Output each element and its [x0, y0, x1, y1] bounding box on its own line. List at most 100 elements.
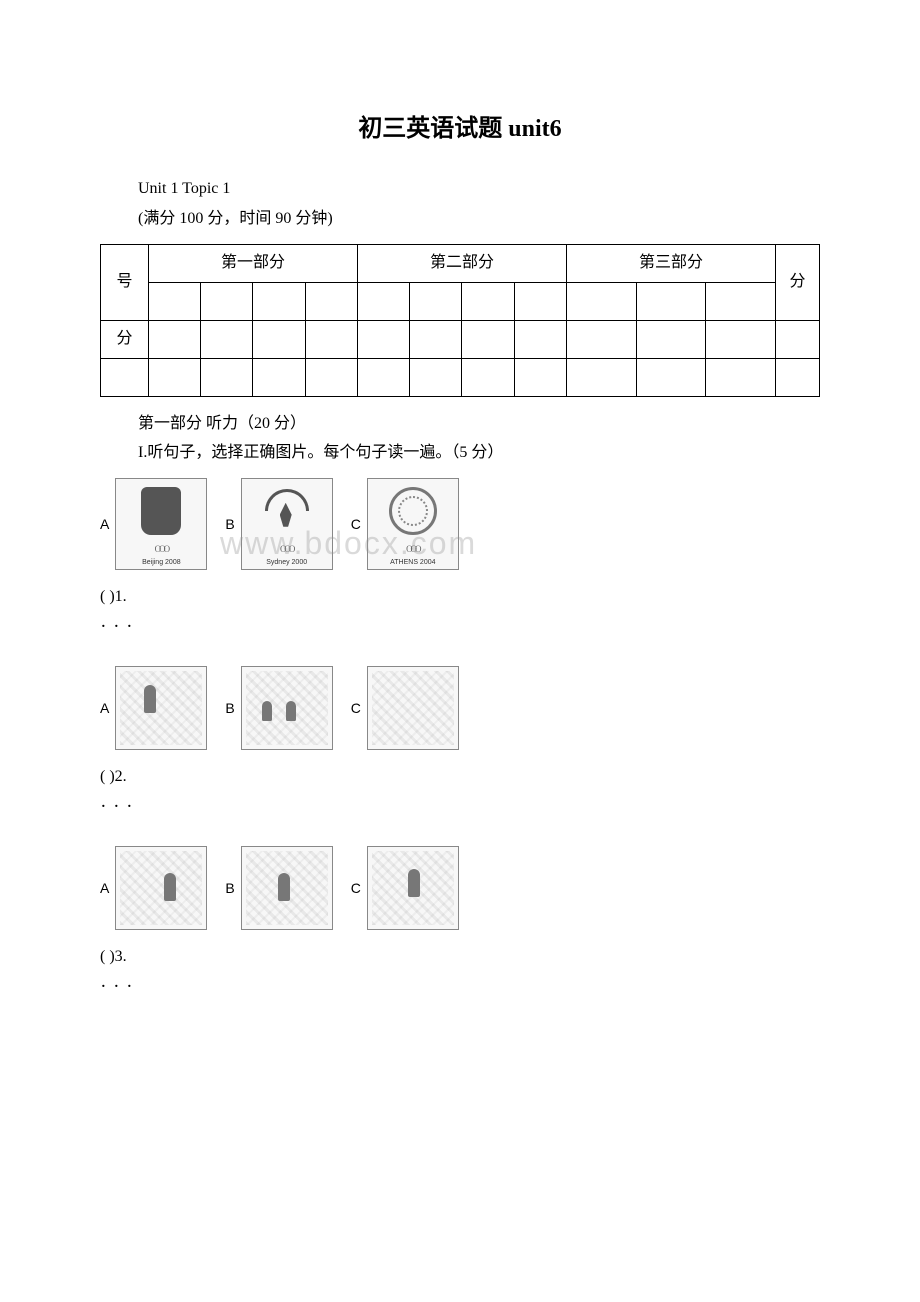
option-label: B	[225, 513, 234, 535]
table-row: 分	[101, 320, 820, 358]
sub-cell	[706, 282, 776, 320]
sydney-logo-icon	[262, 485, 312, 535]
person-figure-icon	[286, 701, 296, 721]
option-label: A	[100, 697, 109, 719]
empty-cell	[305, 358, 357, 396]
empty-cell	[636, 358, 706, 396]
image-option-a: A OOO Beijing 2008	[100, 478, 207, 570]
empty-cell	[201, 358, 253, 396]
activity-image	[241, 846, 333, 930]
olympic-rings-icon: OOO	[406, 542, 420, 556]
image-caption: Sydney 2000	[242, 559, 332, 567]
section-heading: 第一部分 听力（20 分）	[138, 411, 820, 437]
part1-header: 第一部分	[149, 244, 358, 282]
score-cell	[566, 320, 636, 358]
person-figure-icon	[144, 685, 156, 713]
image-option-c: C	[351, 846, 459, 930]
answer-dots: ．．．	[100, 973, 820, 995]
sub-cell	[149, 282, 201, 320]
score-cell	[706, 320, 776, 358]
row-label-cell: 分	[101, 320, 149, 358]
empty-cell	[462, 358, 514, 396]
activity-image	[367, 666, 459, 750]
beijing-logo-icon	[141, 487, 181, 535]
image-option-a: A	[100, 846, 207, 930]
score-col-header: 分	[776, 244, 820, 320]
image-option-b: B	[225, 846, 332, 930]
exam-meta: (满分 100 分，时间 90 分钟)	[138, 206, 820, 232]
score-cell	[305, 320, 357, 358]
table-row: 号 第一部分 第二部分 第三部分 分	[101, 244, 820, 282]
score-cell	[776, 320, 820, 358]
empty-cell	[706, 358, 776, 396]
option-label: A	[100, 513, 109, 535]
image-row-2: A B C	[100, 666, 820, 750]
option-label: C	[351, 697, 361, 719]
part2-header: 第二部分	[357, 244, 566, 282]
unit-topic: Unit 1 Topic 1	[138, 176, 820, 202]
table-row	[101, 282, 820, 320]
table-row	[101, 358, 820, 396]
answer-dots: ．．．	[100, 793, 820, 815]
activity-image	[367, 846, 459, 930]
person-figure-icon	[262, 701, 272, 721]
option-label: C	[351, 513, 361, 535]
sub-cell	[462, 282, 514, 320]
score-cell	[636, 320, 706, 358]
image-option-b: B	[225, 666, 332, 750]
score-cell	[410, 320, 462, 358]
image-caption: Beijing 2008	[116, 559, 206, 567]
person-figure-icon	[408, 869, 420, 897]
question-number: ( )2.	[100, 764, 820, 790]
image-row-3: A B C	[100, 846, 820, 930]
empty-cell	[253, 358, 305, 396]
option-label: A	[100, 877, 109, 899]
score-cell	[462, 320, 514, 358]
image-caption: ATHENS 2004	[368, 559, 458, 567]
olympic-rings-icon: OOO	[280, 542, 294, 556]
row-label-cell: 号	[101, 244, 149, 320]
olympic-image-sydney: OOO Sydney 2000	[241, 478, 333, 570]
sub-cell	[253, 282, 305, 320]
image-option-b: B OOO Sydney 2000	[225, 478, 332, 570]
sub-cell	[305, 282, 357, 320]
sketch-fill-icon	[120, 851, 202, 925]
empty-cell	[149, 358, 201, 396]
sub-cell	[410, 282, 462, 320]
olympic-rings-icon: OOO	[155, 542, 169, 556]
olympic-image-beijing: OOO Beijing 2008	[115, 478, 207, 570]
score-cell	[514, 320, 566, 358]
sub-cell	[566, 282, 636, 320]
score-table: 号 第一部分 第二部分 第三部分 分 分	[100, 244, 820, 397]
image-option-a: A	[100, 666, 207, 750]
part3-header: 第三部分	[566, 244, 775, 282]
score-cell	[357, 320, 409, 358]
empty-cell	[776, 358, 820, 396]
option-label: B	[225, 697, 234, 719]
question-number: ( )3.	[100, 944, 820, 970]
score-cell	[201, 320, 253, 358]
option-label: C	[351, 877, 361, 899]
image-option-c: C OOO ATHENS 2004	[351, 478, 459, 570]
activity-image	[115, 846, 207, 930]
person-figure-icon	[164, 873, 176, 901]
answer-dots: ．．．	[100, 613, 820, 635]
image-option-c: C	[351, 666, 459, 750]
sub-cell	[357, 282, 409, 320]
score-cell	[149, 320, 201, 358]
question-number: ( )1.	[100, 584, 820, 610]
empty-cell	[566, 358, 636, 396]
sketch-fill-icon	[120, 671, 202, 745]
activity-image	[115, 666, 207, 750]
person-figure-icon	[278, 873, 290, 901]
sketch-fill-icon	[372, 671, 454, 745]
olympic-image-athens: OOO ATHENS 2004	[367, 478, 459, 570]
sub-cell	[514, 282, 566, 320]
activity-image	[241, 666, 333, 750]
empty-cell	[357, 358, 409, 396]
empty-cell	[101, 358, 149, 396]
empty-cell	[410, 358, 462, 396]
empty-cell	[514, 358, 566, 396]
score-cell	[253, 320, 305, 358]
option-label: B	[225, 877, 234, 899]
